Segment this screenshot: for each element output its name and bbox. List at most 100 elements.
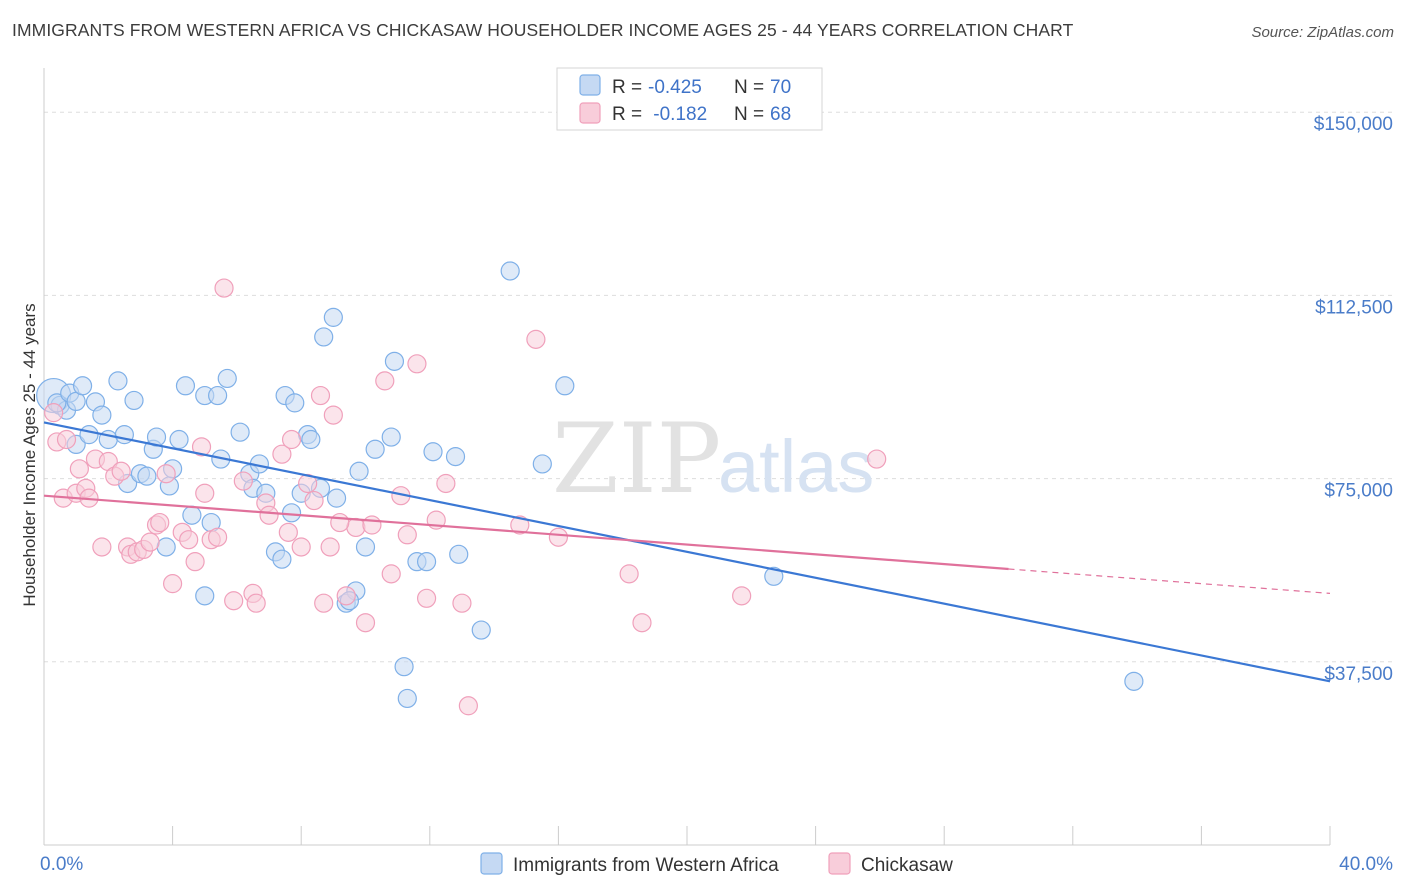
point-chickasaw-5 (69, 459, 89, 479)
y-tick-label-2: $112,500 (1315, 297, 1393, 318)
point-western-africa-22 (169, 429, 189, 450)
legend-box (556, 67, 823, 131)
point-chickasaw-31 (233, 471, 253, 491)
point-western-africa-61 (471, 620, 491, 640)
point-western-africa-30 (230, 422, 250, 442)
point-chickasaw-0 (44, 403, 64, 423)
point-chickasaw-45 (323, 405, 343, 425)
point-western-africa-62 (500, 261, 520, 281)
point-western-africa-66 (1124, 671, 1144, 691)
point-chickasaw-9 (92, 537, 112, 557)
point-chickasaw-62 (548, 527, 569, 547)
point-western-africa-39 (285, 393, 305, 413)
point-chickasaw-46 (336, 586, 356, 606)
point-western-africa-52 (381, 427, 401, 447)
point-western-africa-24 (182, 505, 202, 525)
point-western-africa-6 (72, 376, 93, 396)
point-chickasaw-35 (259, 505, 279, 525)
legend-n-label-1: N = (734, 77, 764, 98)
point-chickasaw-3 (56, 429, 77, 450)
point-chickasaw-43 (314, 593, 334, 613)
point-chickasaw-44 (320, 537, 340, 557)
point-chickasaw-37 (278, 522, 298, 542)
point-western-africa-8 (108, 371, 128, 391)
point-western-africa-36 (272, 549, 292, 569)
point-western-africa-57 (416, 552, 437, 572)
point-chickasaw-59 (458, 696, 478, 716)
grid-layer (44, 111, 1395, 663)
watermark-zip: ZIP (552, 403, 721, 515)
chart-title: IMMIGRANTS FROM WESTERN AFRICA VS CHICKA… (12, 20, 1074, 40)
x-tick-labels: 0.0% 40.0% (40, 854, 1393, 875)
point-western-africa-42 (301, 429, 321, 450)
legend-r-value-1: -0.425 (648, 77, 702, 98)
point-chickasaw-61 (526, 329, 546, 349)
point-western-africa-68 (195, 586, 215, 606)
point-chickasaw-48 (355, 613, 376, 633)
point-chickasaw-50 (375, 371, 395, 391)
point-western-africa-27 (208, 385, 228, 406)
bottom-legend-label-1: Immigrants from Western Africa (513, 855, 779, 876)
legend-n-label-2: N = (734, 104, 764, 125)
point-chickasaw-30 (224, 591, 244, 611)
point-chickasaw-63 (619, 564, 639, 584)
series-legend: Immigrants from Western Africa Chickasaw (480, 852, 953, 876)
trend-line-chickasaw (43, 494, 1009, 571)
point-western-africa-44 (314, 327, 334, 347)
y-tick-labels: $37,500 $75,000 $112,500 $150,000 (1314, 114, 1393, 685)
point-western-africa-54 (394, 657, 414, 677)
point-western-africa-45 (323, 307, 343, 327)
trend-layer (43, 421, 1331, 683)
point-chickasaw-12 (111, 461, 131, 481)
legend-n-value-2: 68 (770, 104, 791, 125)
point-chickasaw-19 (150, 512, 170, 533)
point-chickasaw-23 (179, 530, 199, 550)
point-western-africa-67 (156, 537, 176, 557)
point-western-africa-65 (764, 566, 784, 586)
point-western-africa-64 (555, 376, 575, 396)
point-chickasaw-60 (510, 515, 530, 535)
point-chickasaw-47 (346, 517, 366, 538)
legend-r-label-1: R = (612, 77, 642, 98)
point-chickasaw-55 (416, 588, 437, 608)
trend-line-chickasaw-extension (1008, 568, 1331, 595)
point-western-africa-51 (365, 439, 385, 459)
point-western-africa-58 (423, 442, 443, 462)
point-chickasaw-67 (330, 512, 350, 533)
point-chickasaw-65 (732, 586, 752, 606)
chart-source: Source: ZipAtlas.com (1251, 24, 1394, 41)
x-tick-label-0: 0.0% (40, 854, 83, 875)
point-western-africa-59 (445, 447, 466, 467)
point-chickasaw-29 (214, 278, 234, 298)
y-tick-label-0: $37,500 (1324, 664, 1393, 685)
point-chickasaw-36 (272, 444, 292, 464)
correlation-legend: R = -0.425 N = 70 R = -0.182 N = 68 (556, 67, 823, 131)
point-chickasaw-66 (867, 449, 887, 469)
point-western-africa-28 (217, 368, 237, 389)
point-chickasaw-51 (381, 564, 401, 584)
point-western-africa-11 (79, 425, 99, 445)
point-western-africa-46 (326, 488, 347, 508)
point-western-africa-9 (124, 390, 144, 411)
watermark: ZIP atlas (552, 403, 874, 515)
point-chickasaw-42 (310, 385, 331, 406)
point-chickasaw-39 (291, 537, 311, 557)
point-western-africa-20 (137, 466, 157, 486)
legend-n-value-1: 70 (770, 77, 791, 98)
point-western-africa-53 (384, 351, 405, 371)
point-western-africa-55 (397, 688, 417, 709)
point-western-africa-60 (449, 544, 469, 564)
watermark-atlas: atlas (718, 425, 874, 508)
point-chickasaw-54 (407, 354, 427, 374)
point-western-africa-63 (532, 454, 552, 474)
bottom-legend-swatch-blue (480, 852, 503, 875)
point-chickasaw-17 (140, 532, 160, 552)
trend-line-western-africa (43, 421, 1331, 683)
point-western-africa-50 (355, 537, 376, 557)
point-western-africa-49 (349, 461, 369, 481)
point-chickasaw-24 (185, 552, 205, 572)
point-chickasaw-21 (163, 574, 183, 594)
legend-r-label-2: R = (612, 104, 642, 125)
bottom-legend-swatch-pink (828, 852, 851, 875)
